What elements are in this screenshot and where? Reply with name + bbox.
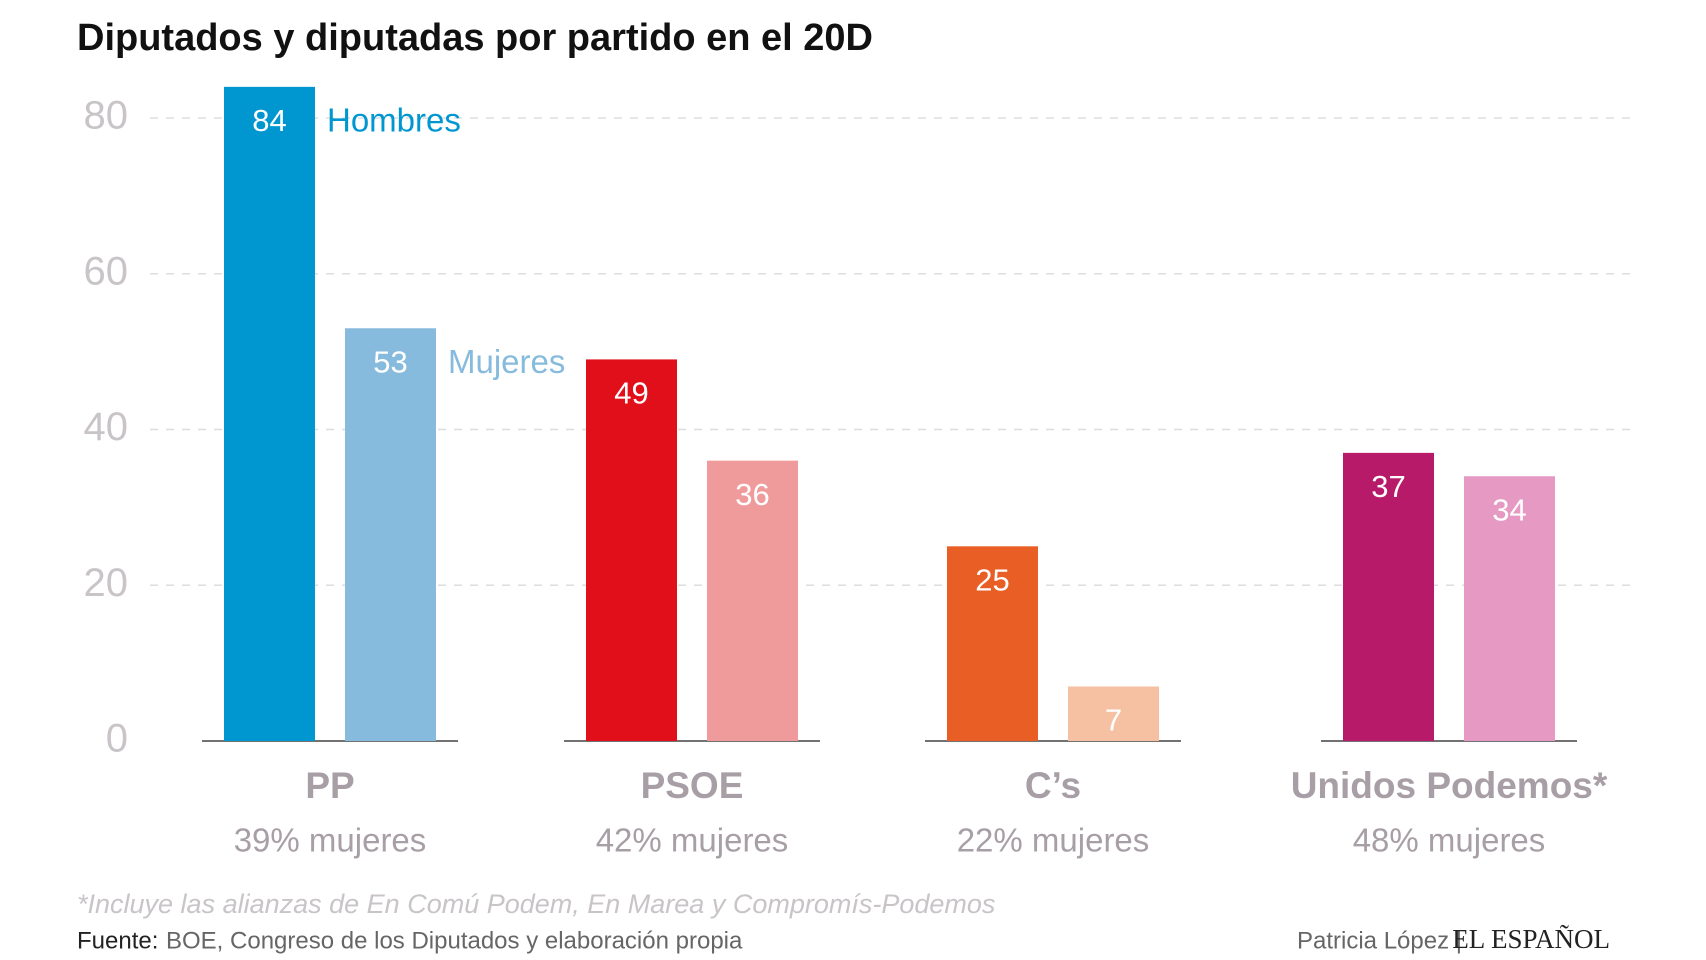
bar [1343, 452, 1434, 741]
source: BOE, Congreso de los Diputados y elabora… [166, 927, 743, 954]
bar [1068, 686, 1159, 741]
y-tick-label: 20 [84, 561, 129, 605]
bar [947, 546, 1038, 741]
x-tick-label: C’s [1025, 765, 1081, 806]
legend-label: Mujeres [448, 343, 565, 380]
chart-title: Diputados y diputadas por partido en el … [77, 17, 873, 59]
y-tick-label: 0 [106, 717, 128, 761]
value-label: 84 [252, 103, 286, 138]
category-note: 39% mujeres [234, 822, 427, 859]
category-note: 22% mujeres [957, 822, 1150, 859]
footnote: *Incluye las alianzas de En Comú Podem, … [77, 889, 995, 919]
y-tick-label: 40 [84, 405, 129, 449]
value-label: 49 [614, 376, 648, 411]
value-label: 34 [1492, 492, 1526, 527]
value-label: 7 [1105, 703, 1122, 738]
bar [586, 359, 677, 741]
x-tick-label: Unidos Podemos* [1291, 765, 1608, 806]
y-tick-label: 60 [84, 249, 129, 293]
author: Patricia López | [1297, 927, 1462, 954]
bar [224, 86, 315, 742]
source-label: Fuente: [77, 927, 158, 954]
value-label: 37 [1371, 469, 1405, 504]
value-label: 25 [975, 563, 1009, 598]
x-tick-label: PP [305, 765, 354, 806]
legend-label: Hombres [327, 102, 461, 139]
category-note: 42% mujeres [596, 822, 789, 859]
category-note: 48% mujeres [1353, 822, 1546, 859]
value-label: 53 [373, 344, 407, 379]
value-label: 36 [735, 477, 769, 512]
bar [345, 328, 436, 741]
bar [707, 460, 798, 741]
y-tick-label: 80 [84, 94, 129, 138]
logo: EL ESPAÑOL [1452, 924, 1610, 954]
x-tick-label: PSOE [641, 765, 744, 806]
bar [1464, 476, 1555, 741]
